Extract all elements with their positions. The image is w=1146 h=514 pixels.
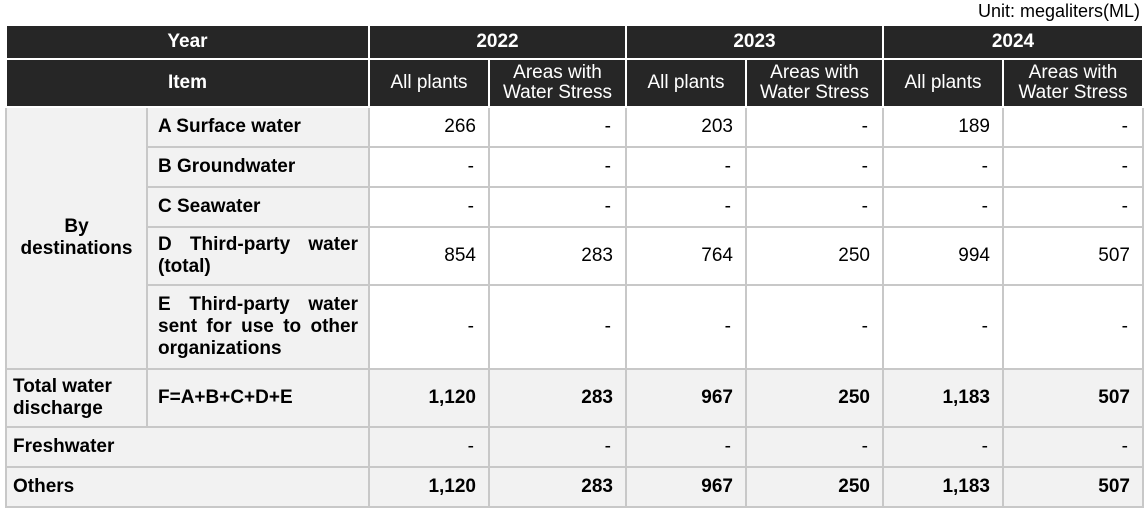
table-cell: 250 [745,466,884,508]
table-cell: - [488,284,627,370]
table-cell: 250 [745,368,884,428]
table-cell: - [745,106,884,148]
table-cell: 967 [625,368,747,428]
table-cell: - [368,284,490,370]
year-header: Year [5,24,370,60]
table-cell: 203 [625,106,747,148]
table-row: C Seawater - - - - - - [6,186,1144,228]
all-plants-header: All plants [368,58,490,108]
table-cell: - [368,146,490,188]
unit-label: Unit: megaliters(ML) [977,1,1140,21]
table-cell: - [368,186,490,228]
all-plants-header: All plants [625,58,747,108]
table-cell: - [745,186,884,228]
others-row: Others 1,120 283 967 250 1,183 507 [5,466,1144,508]
table-cell: 994 [882,226,1004,286]
item-header: Item [5,58,370,108]
all-plants-header: All plants [882,58,1004,108]
table-cell: 283 [488,226,627,286]
table-cell: - [882,146,1004,188]
table-cell: 507 [1002,226,1144,286]
water-stress-header: Areas with Water Stress [488,58,627,108]
row-label: D Third-party water (total) [146,226,370,286]
freshwater-label: Freshwater [5,426,370,468]
others-label: Others [5,466,370,508]
table-row: B Groundwater - - - - - - [6,146,1144,188]
water-stress-header: Areas with Water Stress [1002,58,1144,108]
table-cell: - [368,426,490,468]
table-row: E Third-party water sent for use to othe… [6,284,1144,370]
year-2024-header: 2024 [882,24,1144,60]
table-cell: 283 [488,466,627,508]
table-cell: 1,183 [882,466,1004,508]
total-label: Total water discharge [5,368,148,428]
table-cell: 283 [488,368,627,428]
table-cell: - [488,146,627,188]
table-cell: 507 [1002,368,1144,428]
table-cell: 1,120 [368,466,490,508]
table-cell: - [745,146,884,188]
item-header-row: Item All plants Areas with Water Stress … [5,58,1144,108]
table-cell: - [625,426,747,468]
table-row: D Third-party water (total) 854 283 764 … [6,226,1144,286]
item-header-label: Item [167,72,208,93]
table-cell: - [625,146,747,188]
freshwater-row: Freshwater - - - - - - [5,426,1144,468]
water-discharge-table: Year 2022 2023 2024 Item All plants Area… [5,24,1144,508]
table-cell: - [625,284,747,370]
year-2022-header: 2022 [368,24,627,60]
total-row: Total water discharge F=A+B+C+D+E 1,120 … [5,368,1144,428]
destinations-label: By destinations [5,106,148,370]
table-cell: - [745,426,884,468]
row-label: E Third-party water sent for use to othe… [146,284,370,370]
year-2023-header: 2023 [625,24,884,60]
table-cell: 967 [625,466,747,508]
row-label: A Surface water [146,106,370,148]
table-cell: - [745,284,884,370]
table-cell: 266 [368,106,490,148]
table-cell: 250 [745,226,884,286]
year-header-row: Year 2022 2023 2024 [5,24,1144,60]
table-cell: 1,183 [882,368,1004,428]
table-cell: - [1002,284,1144,370]
row-label: C Seawater [146,186,370,228]
table-cell: - [1002,426,1144,468]
table-cell: 764 [625,226,747,286]
row-label: B Groundwater [146,146,370,188]
table-cell: - [488,106,627,148]
table-cell: - [1002,106,1144,148]
water-stress-header: Areas with Water Stress [745,58,884,108]
table-cell: - [488,186,627,228]
table-cell: 1,120 [368,368,490,428]
table-cell: - [625,186,747,228]
total-formula: F=A+B+C+D+E [146,368,370,428]
table-row: By destinations A Surface water 266 - 20… [5,106,1144,370]
table-cell: - [882,426,1004,468]
table-cell: - [882,284,1004,370]
table-cell: - [1002,146,1144,188]
table-cell: - [1002,186,1144,228]
table-cell: 189 [882,106,1004,148]
table-cell: - [882,186,1004,228]
table-cell: - [488,426,627,468]
table-cell: 854 [368,226,490,286]
table-cell: 507 [1002,466,1144,508]
